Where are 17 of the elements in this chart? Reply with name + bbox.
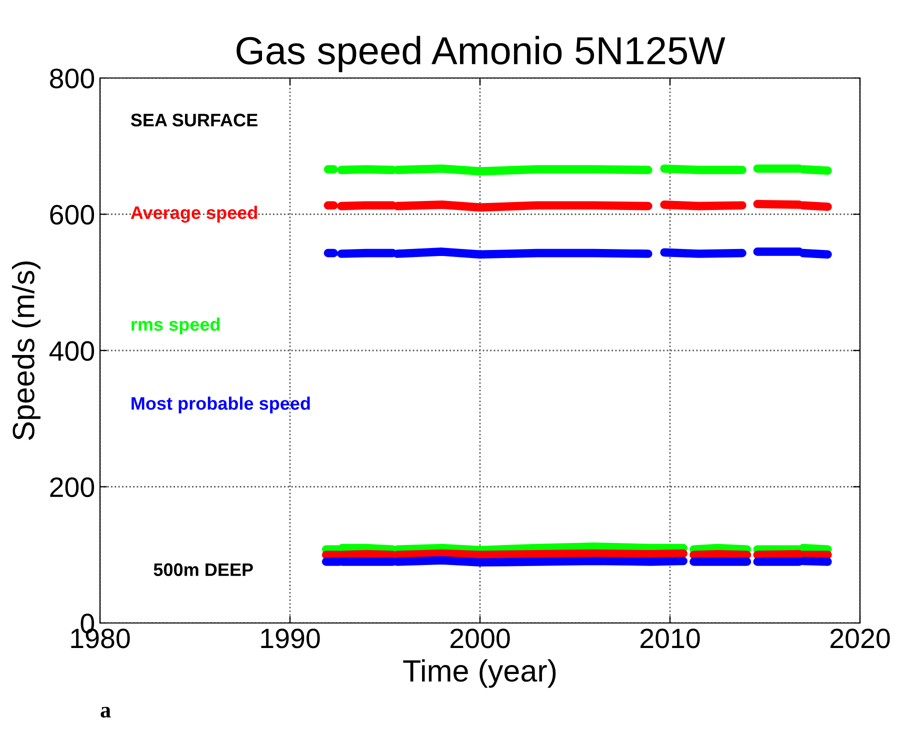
x-tick-label: 2010 — [640, 628, 700, 648]
x-axis-title: Time (year) — [403, 659, 556, 688]
annotation: 500m DEEP — [154, 563, 253, 576]
text: Most probable speed — [132, 396, 310, 414]
text: rms speed — [132, 318, 220, 334]
x-tick-label: 1990 — [261, 628, 320, 648]
text: a — [100, 706, 111, 718]
y-tick-label: 600 — [50, 204, 94, 225]
y-tick-label: 800 — [50, 68, 94, 88]
x-tick-label: 2000 — [450, 628, 510, 648]
x-tick-label: 2020 — [830, 628, 890, 648]
text: Average speed — [130, 206, 257, 223]
annotation: SEA SURFACE — [130, 114, 258, 126]
y-axis-title: Speeds (m/s) — [12, 262, 40, 440]
y-tick-label: 400 — [49, 341, 94, 361]
y-tick-label: 200 — [50, 477, 94, 498]
chart-title: Gas speed Amonio 5N125W — [236, 36, 726, 72]
